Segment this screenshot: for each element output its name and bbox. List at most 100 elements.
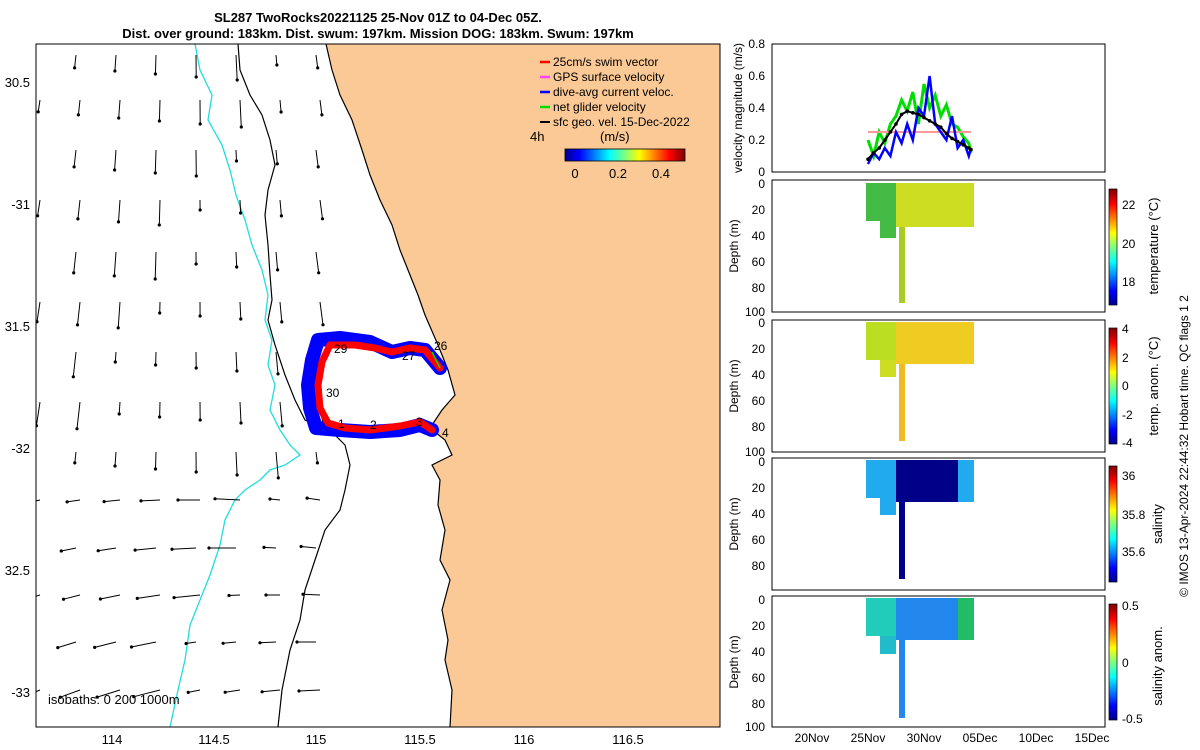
vector-head	[198, 122, 202, 126]
depth-tick: 80	[752, 697, 766, 711]
date-tick: 10Dec	[1019, 731, 1054, 745]
current-vector	[94, 641, 117, 648]
colorbar-tick: 0.2	[609, 166, 627, 181]
salinity-anomaly-colorbar	[1108, 603, 1118, 721]
cb-tick: 36	[1122, 469, 1136, 483]
series-point	[939, 125, 943, 129]
vector-head	[32, 268, 35, 271]
vel-tick: 0	[758, 165, 765, 179]
vector-head	[198, 208, 202, 212]
series-point	[955, 139, 960, 144]
current-vector	[225, 689, 241, 693]
coastline	[325, 44, 456, 727]
vector-head	[32, 162, 35, 165]
vector-head	[280, 320, 284, 324]
series-point	[950, 136, 954, 141]
depth-tick: 80	[752, 281, 766, 295]
depth-tick: 40	[752, 229, 766, 243]
current-vector	[263, 546, 277, 549]
lon-tick: 116.5	[612, 732, 644, 747]
current-vector	[214, 498, 241, 501]
vector-head	[176, 498, 180, 502]
time-scale-label: 4h	[530, 129, 544, 144]
salinity-anomaly-yticks: 0 20 40 60 80 100	[745, 593, 765, 734]
cb-tick: 20	[1122, 237, 1136, 251]
section-patch	[866, 598, 896, 636]
cb-tick: 18	[1122, 275, 1136, 289]
current-vector	[98, 547, 117, 552]
vector-head	[25, 598, 28, 601]
current-vector	[275, 149, 278, 164]
vector-head	[320, 217, 325, 221]
depth-tick: 0	[758, 177, 765, 191]
vector-head	[315, 461, 319, 465]
series-point	[905, 109, 909, 113]
current-vector	[235, 54, 238, 81]
current-vector	[269, 498, 281, 501]
temp-anomaly-panel: 0 20 40 60 80 100 Depth (m) 4 2 0 -2 -4 …	[727, 316, 1161, 459]
vector-head	[102, 500, 106, 504]
current-vector	[307, 497, 321, 501]
vector-head	[299, 544, 303, 549]
vector-head	[276, 372, 280, 376]
map-x-axis: 114 114.5 115 115.5 116 116.5	[102, 732, 644, 747]
day-label: 4	[442, 426, 449, 440]
vector-head	[234, 159, 239, 163]
current-vector	[275, 54, 278, 66]
current-vector	[72, 351, 77, 377]
temperature-yticks: 0 20 40 60 80 100	[745, 177, 765, 319]
current-vector	[76, 401, 81, 429]
vector-head	[239, 421, 243, 425]
series-point	[866, 157, 870, 161]
current-vector	[114, 351, 117, 363]
current-vector	[36, 401, 41, 426]
figure-subtitle: Dist. over ground: 183km. Dist. swum: 19…	[122, 26, 634, 41]
salinity-yticks: 0 20 40 60 80	[752, 455, 766, 573]
vector-head	[75, 427, 79, 431]
day-label: 26	[434, 339, 448, 353]
vector-head	[23, 549, 26, 552]
date-tick: 05Dec	[963, 731, 998, 745]
current-vector	[262, 689, 281, 693]
series-point	[888, 130, 893, 134]
vector-head	[295, 640, 299, 644]
time-series-panels: 0.8 0.6 0.4 0.2 0 velocity magnitude (m/…	[727, 37, 1191, 745]
lon-tick: 115.5	[404, 732, 436, 747]
vector-head	[268, 497, 272, 501]
salinity-cblabel: salinity	[1150, 504, 1165, 544]
section-patch	[866, 322, 896, 360]
current-vector	[36, 301, 41, 322]
current-vector	[171, 547, 197, 550]
section-patch	[899, 364, 905, 441]
day-labels: 26 27 29 30 1 2 3 4	[326, 339, 449, 440]
current-vector	[235, 351, 238, 372]
vector-head	[235, 369, 239, 373]
vector-head	[73, 461, 77, 465]
vector-head	[213, 497, 217, 501]
map-legend: 25cm/s swim vector GPS surface velocity …	[530, 55, 690, 181]
depth-tick: 40	[752, 368, 766, 382]
day-label: 27	[402, 349, 416, 363]
vector-head	[275, 63, 279, 67]
vector-head	[207, 546, 211, 550]
current-vector	[77, 199, 81, 219]
velocity-series	[866, 75, 973, 165]
lat-tick: 31.5	[5, 319, 30, 334]
vector-head	[19, 646, 22, 649]
day-label: 2	[370, 418, 377, 432]
legend-label: sfc geo. vel. 15-Dec-2022	[553, 115, 690, 129]
salinity-panel: 0 20 40 60 80 Depth (m) 36 35.8 35.6 sal…	[727, 455, 1165, 591]
depth-tick: 0	[758, 455, 765, 469]
vel-tick: 0.8	[748, 37, 765, 51]
current-vector	[239, 301, 242, 320]
section-patch	[896, 460, 958, 502]
vector-head	[112, 274, 116, 278]
vector-head	[316, 165, 320, 169]
series-point	[877, 146, 881, 150]
series-point	[916, 112, 921, 117]
current-vector	[239, 99, 242, 128]
vector-head	[320, 113, 324, 117]
current-vector	[186, 641, 197, 644]
cb-tick: 0.5	[1122, 599, 1139, 613]
isobaths-label: isobaths: 0 200 1000m	[48, 692, 180, 707]
